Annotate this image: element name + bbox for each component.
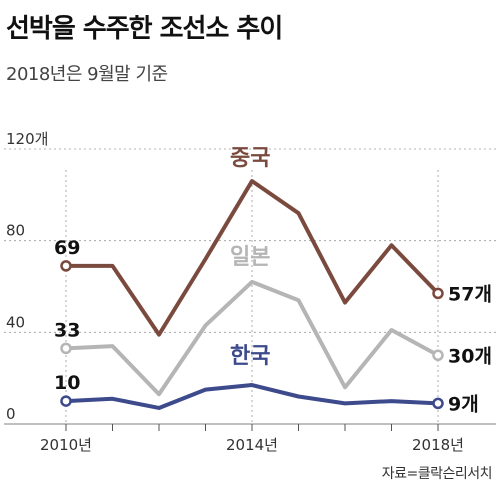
data-point-korea — [432, 397, 444, 410]
series-layer — [60, 179, 444, 410]
chart-title: 선박을 수주한 조선소 추이 — [6, 14, 283, 44]
series-name-china: 중국 — [230, 146, 270, 171]
x-tick-label: 2010년 — [40, 436, 92, 454]
chart-subtitle: 2018년은 9월말 기준 — [6, 64, 168, 85]
series-name-japan: 일본 — [230, 245, 270, 270]
data-label-china: 57개 — [448, 283, 492, 305]
series-line-korea — [64, 383, 440, 410]
series-name-korea: 한국 — [230, 344, 270, 369]
series-line-japan — [64, 279, 440, 397]
data-point-korea — [60, 395, 72, 407]
data-point-japan — [60, 342, 72, 355]
y-tick-label: 40 — [6, 313, 25, 331]
source-note: 자료=클락슨리서치 — [381, 466, 493, 482]
series-line-china — [64, 179, 440, 337]
y-tick-label: 80 — [6, 222, 25, 240]
y-tick-label: 0 — [6, 405, 16, 423]
data-label-korea: 10 — [54, 372, 80, 394]
data-point-japan — [432, 349, 444, 361]
data-label-japan: 33 — [54, 319, 80, 341]
data-label-china: 69 — [54, 237, 80, 259]
data-label-japan: 30개 — [448, 345, 492, 367]
grid-layer: 0 40 80 120개 2010년 2014년 2018년 — [4, 130, 496, 454]
data-point-china — [432, 287, 444, 300]
data-label-korea: 9개 — [448, 393, 479, 415]
y-tick-label: 120개 — [6, 130, 48, 148]
x-tick-label: 2014년 — [226, 436, 278, 454]
x-tick-label: 2018년 — [412, 436, 464, 454]
data-point-china — [60, 260, 72, 272]
